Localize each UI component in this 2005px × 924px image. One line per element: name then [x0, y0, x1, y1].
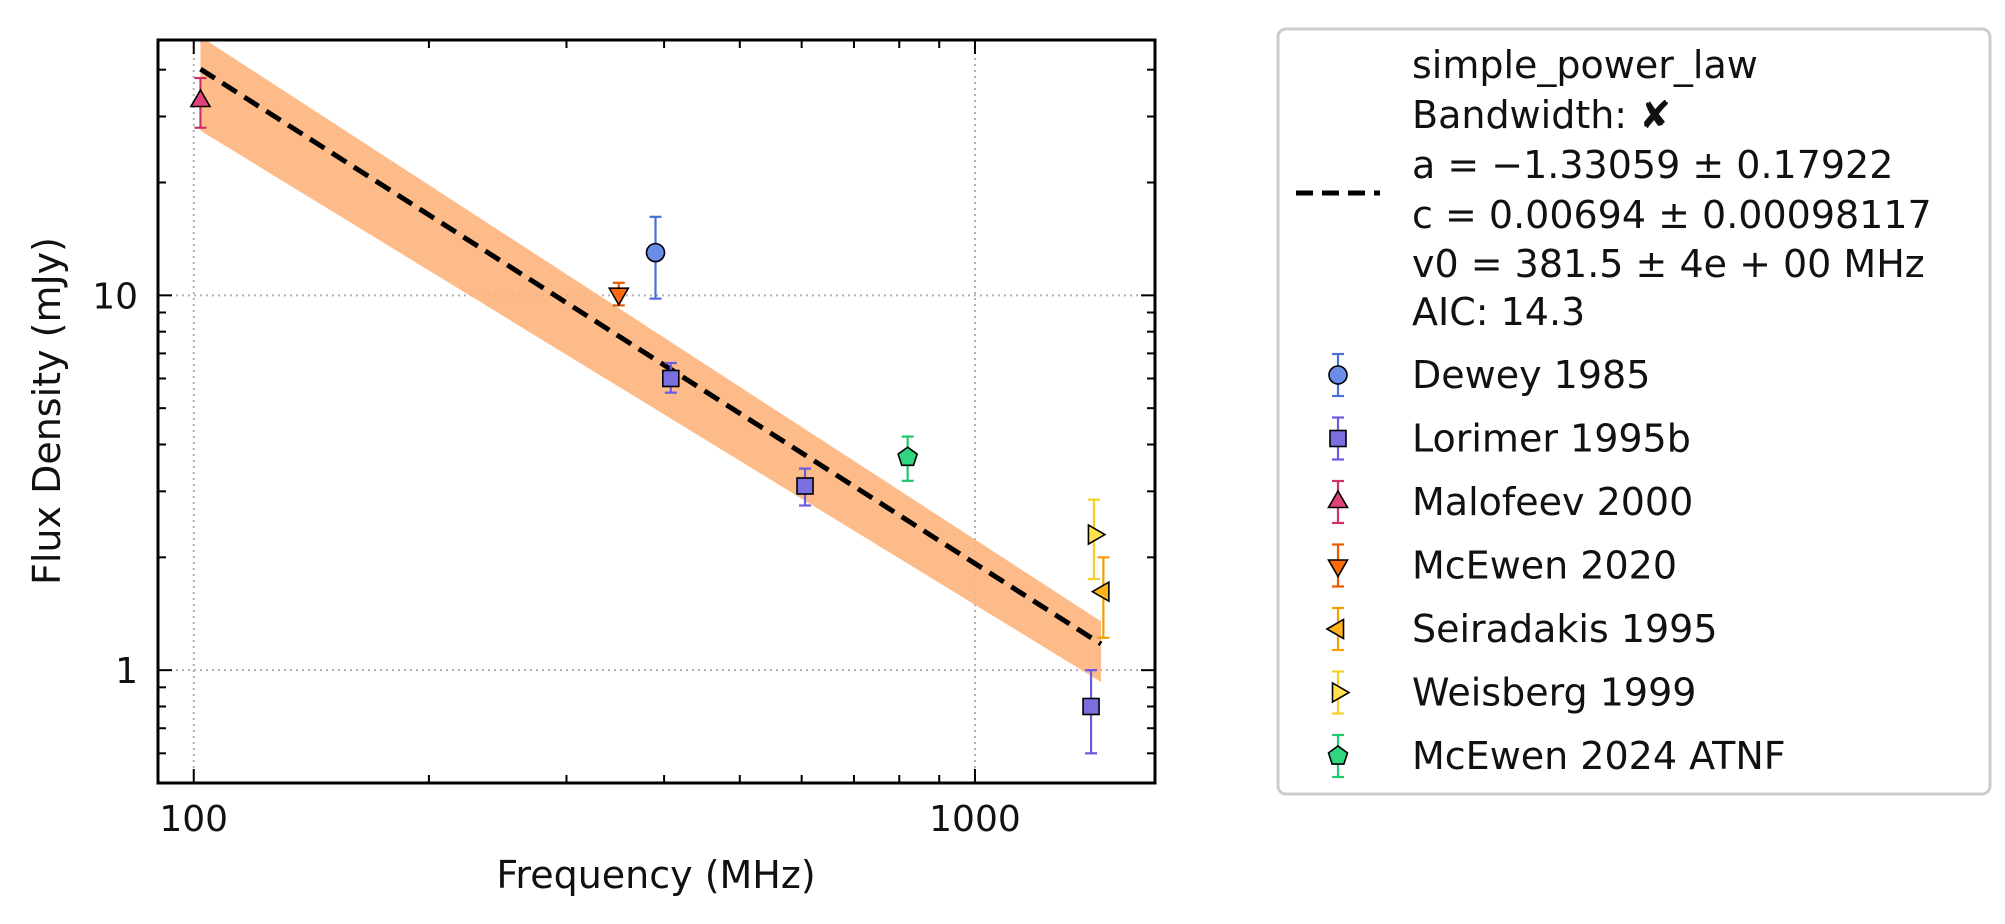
legend-fit-model: simple_power_law: [1412, 43, 1758, 87]
legend-frame: [1276, 27, 1992, 796]
legend-fit-bandwidth: Bandwidth: ✘: [1412, 93, 1671, 137]
legend-fit-param-a: a = −1.33059 ± 0.17922: [1412, 143, 1893, 187]
legend-fit-param-v0: v0 = 381.5 ± 4e + 00 MHz: [1412, 242, 1925, 286]
legend-label-1: Lorimer 1995b: [1412, 417, 1691, 461]
fit-uncertainty-band: [200, 40, 1102, 682]
y-axis-label: Flux Density (mJy): [25, 237, 69, 585]
x-tick-label-1: 1000: [929, 799, 1021, 840]
legend-marker-3: [1327, 559, 1349, 579]
fit-line: [199, 66, 1103, 647]
legend-marker-6: [1327, 745, 1349, 765]
x-axis-label: Frequency (MHz): [496, 853, 815, 897]
legend-label-6: McEwen 2024 ATNF: [1412, 734, 1786, 778]
point-s4-0: [1090, 580, 1110, 603]
point-s2-0: [189, 88, 212, 108]
axis-ticks: [157, 40, 1155, 784]
point-s1-0: [662, 369, 680, 388]
fit-band-layer: [200, 40, 1102, 682]
legend: simple_power_law Bandwidth: ✘ a = −1.330…: [1276, 27, 1992, 796]
legend-entry-0: Dewey 1985: [1328, 352, 1650, 398]
legend-label-2: Malofeev 2000: [1412, 480, 1693, 524]
legend-label-5: Weisberg 1999: [1412, 671, 1696, 715]
legend-entry-4: Seiradakis 1995: [1325, 606, 1718, 652]
legend-marker-1: [1329, 429, 1347, 448]
y-tick-label-0: 1: [115, 651, 138, 692]
legend-entry-6: McEwen 2024 ATNF: [1327, 733, 1786, 779]
x-tick-label-0: 100: [159, 799, 228, 840]
legend-fit-param-c: c = 0.00694 ± 0.00098117: [1412, 193, 1932, 237]
y-tick-label-1: 10: [92, 276, 138, 317]
legend-entry-3: McEwen 2020: [1327, 543, 1677, 588]
legend-entries: Dewey 1985 Lorimer 1995b Malofeev 2000 McEw…: [1325, 352, 1786, 779]
point-s0-0: [645, 242, 666, 263]
tick-labels: 100 1000 1 10: [92, 276, 1021, 840]
point-s1-1: [796, 477, 814, 495]
data-points-layer: [189, 76, 1110, 755]
legend-entry-2: Malofeev 2000: [1327, 479, 1693, 525]
legend-entry-1: Lorimer 1995b: [1329, 416, 1691, 461]
legend-marker-2: [1327, 489, 1349, 509]
legend-label-0: Dewey 1985: [1412, 353, 1650, 397]
legend-marker-5: [1331, 681, 1351, 704]
point-s6-0: [897, 446, 919, 467]
legend-marker-4: [1325, 618, 1345, 640]
plot-frame: [156, 38, 1157, 785]
legend-label-4: Seiradakis 1995: [1412, 607, 1718, 651]
legend-entry-5: Weisberg 1999: [1331, 670, 1696, 715]
point-s5-0: [1087, 523, 1107, 546]
legend-label-3: McEwen 2020: [1412, 544, 1677, 588]
point-s3-0: [607, 287, 630, 307]
point-s1-2: [1082, 697, 1100, 716]
legend-fit-aic: AIC: 14.3: [1412, 290, 1585, 334]
fit-line-layer: [199, 66, 1103, 647]
legend-marker-0: [1328, 365, 1348, 385]
